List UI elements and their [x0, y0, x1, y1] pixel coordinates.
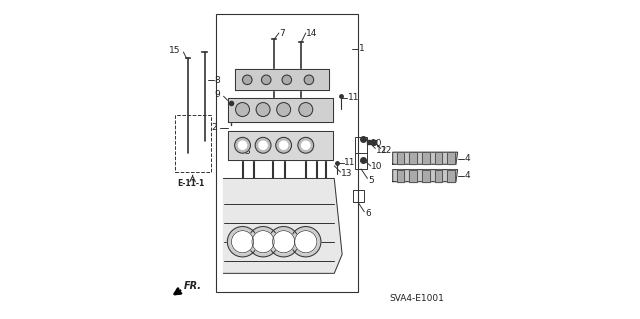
- Circle shape: [262, 75, 271, 85]
- Bar: [410, 152, 417, 164]
- Bar: [216, 14, 358, 292]
- Text: FR.: FR.: [184, 281, 202, 291]
- Polygon shape: [228, 98, 333, 122]
- Circle shape: [248, 226, 278, 257]
- Polygon shape: [393, 170, 458, 182]
- Bar: [410, 170, 417, 182]
- Circle shape: [255, 137, 271, 153]
- Bar: [397, 170, 404, 182]
- Text: 6: 6: [365, 209, 371, 219]
- Text: 4: 4: [465, 171, 470, 181]
- Circle shape: [227, 226, 258, 257]
- Text: 11: 11: [348, 93, 359, 102]
- Circle shape: [252, 231, 274, 253]
- Text: 4: 4: [465, 154, 470, 163]
- Bar: [353, 189, 364, 202]
- Text: 10: 10: [371, 162, 383, 171]
- Text: 9: 9: [214, 90, 220, 99]
- Bar: [175, 115, 211, 172]
- Text: SVA4-E1001: SVA4-E1001: [390, 294, 444, 303]
- Circle shape: [243, 75, 252, 85]
- Bar: [422, 152, 429, 164]
- Text: 12: 12: [376, 145, 387, 154]
- Text: 5: 5: [368, 175, 374, 185]
- Bar: [447, 152, 455, 164]
- Circle shape: [299, 103, 313, 116]
- Bar: [397, 170, 404, 182]
- Bar: [397, 152, 404, 164]
- Text: 15: 15: [169, 46, 180, 55]
- Text: 8: 8: [214, 76, 220, 85]
- Text: 2: 2: [212, 123, 217, 132]
- Bar: [447, 170, 455, 182]
- Polygon shape: [235, 69, 330, 90]
- Circle shape: [301, 141, 310, 149]
- Text: 3: 3: [244, 147, 250, 156]
- Bar: [435, 152, 442, 164]
- Bar: [435, 170, 442, 182]
- Circle shape: [282, 75, 292, 85]
- Bar: [422, 170, 429, 182]
- Circle shape: [294, 231, 317, 253]
- Bar: [447, 170, 455, 182]
- Polygon shape: [393, 152, 458, 164]
- Bar: [435, 170, 442, 182]
- Circle shape: [259, 141, 267, 149]
- Circle shape: [298, 137, 314, 153]
- Bar: [435, 152, 442, 164]
- Text: 12: 12: [381, 145, 393, 154]
- Bar: [410, 170, 417, 182]
- Text: 1: 1: [359, 44, 365, 53]
- Circle shape: [239, 141, 246, 149]
- Bar: [422, 170, 429, 182]
- Circle shape: [268, 226, 299, 257]
- Circle shape: [304, 75, 314, 85]
- Circle shape: [276, 137, 292, 153]
- Text: 14: 14: [307, 28, 318, 38]
- Bar: [422, 152, 429, 164]
- Circle shape: [235, 137, 250, 153]
- Circle shape: [276, 103, 291, 116]
- Polygon shape: [223, 178, 342, 273]
- Circle shape: [280, 141, 288, 149]
- Polygon shape: [228, 131, 333, 160]
- Circle shape: [291, 226, 321, 257]
- Circle shape: [256, 103, 270, 116]
- Bar: [410, 152, 417, 164]
- Text: 10: 10: [371, 138, 383, 148]
- Circle shape: [232, 231, 253, 253]
- Circle shape: [236, 103, 250, 116]
- Text: E-11-1: E-11-1: [178, 179, 205, 188]
- Circle shape: [273, 231, 294, 253]
- Text: 11: 11: [344, 158, 356, 167]
- Bar: [447, 152, 455, 164]
- Text: 7: 7: [280, 28, 285, 38]
- Text: 13: 13: [341, 169, 353, 178]
- Bar: [355, 137, 367, 169]
- Bar: [397, 152, 404, 164]
